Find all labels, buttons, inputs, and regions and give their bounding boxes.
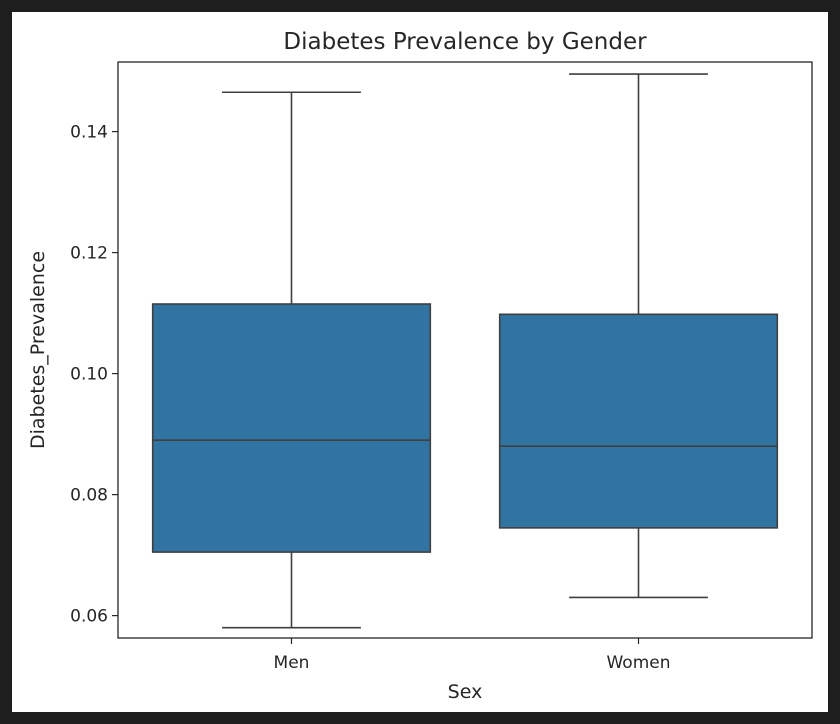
x-axis: Men Women — [274, 638, 671, 673]
chart-frame: Diabetes Prevalence by Gender 0.06 0.08 0.… — [12, 12, 828, 712]
x-axis-label: Sex — [448, 681, 483, 703]
box-plot-chart: Diabetes Prevalence by Gender 0.060.080.… — [27, 29, 813, 703]
y-tick-label: 0.06 — [70, 607, 108, 627]
y-tick-label: 0.10 — [70, 365, 108, 385]
y-axis-label: Diabetes_Prevalence — [27, 251, 49, 449]
box-men — [151, 303, 432, 553]
x-tick-label-men: Men — [274, 653, 310, 673]
box-women — [498, 313, 779, 529]
y-tick-label: 0.14 — [70, 123, 108, 143]
box-group-men — [151, 91, 432, 629]
plot-area-border — [117, 61, 813, 639]
plot-content — [151, 73, 779, 629]
y-tick-label: 0.12 — [70, 244, 108, 264]
x-tick-label-women: Women — [606, 653, 670, 673]
chart-title: Diabetes Prevalence by Gender — [283, 29, 647, 55]
box-group-women — [498, 73, 779, 599]
y-tick-label: 0.08 — [70, 486, 108, 506]
y-axis: 0.06 0.08 0.10 0.12 0.14 — [70, 123, 118, 627]
